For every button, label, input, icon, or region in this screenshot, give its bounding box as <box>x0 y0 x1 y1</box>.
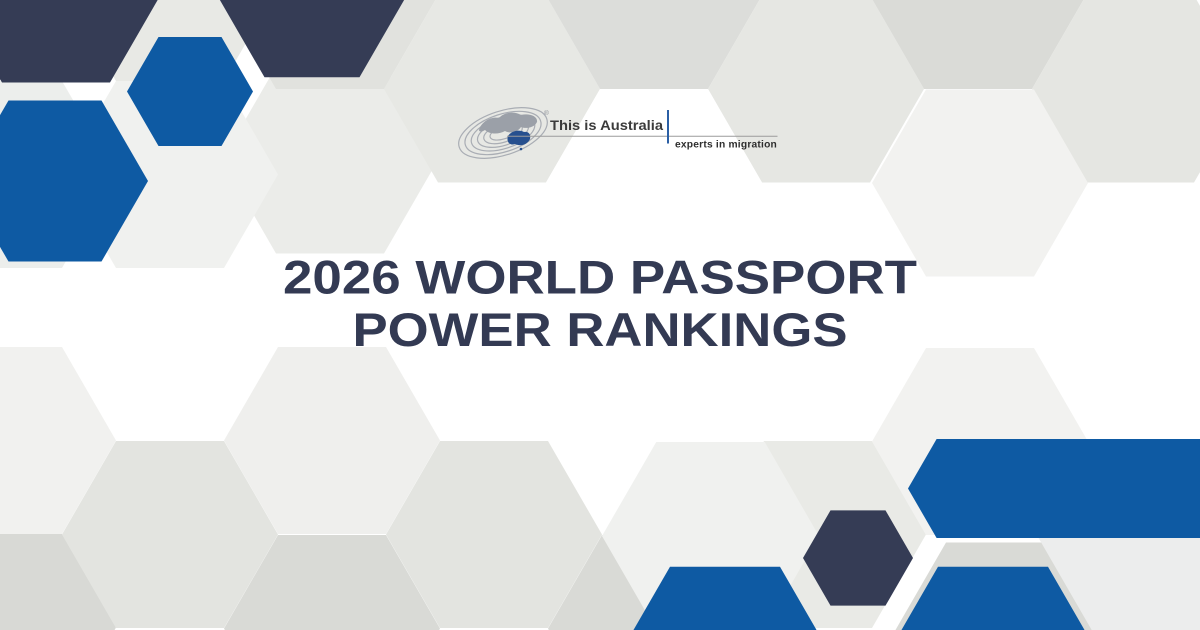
blue-banner-right <box>908 439 1200 538</box>
blue-hex-small-top <box>127 36 253 147</box>
registered-mark: ® <box>544 109 549 117</box>
bg-hex-t2 <box>384 0 600 183</box>
bg-hex-dk-332b <box>224 534 440 630</box>
australia-map-icon <box>507 130 531 146</box>
world-landmass <box>479 112 538 134</box>
brand-logo: ® This is Australia experts in migration <box>458 107 778 159</box>
bg-hex-t6 <box>1032 0 1200 183</box>
globe-icon: ® <box>458 107 549 159</box>
bg-hex-g-fill <box>222 66 438 254</box>
brand-name: This is Australia <box>550 117 663 133</box>
title-line-1: 2026 WORLD PASSPORT <box>283 251 917 304</box>
blue-hex-bottom-right <box>901 566 1085 630</box>
title-line-2: POWER RANKINGS <box>353 303 848 356</box>
tasmania-dot <box>519 147 523 151</box>
navy-hex-top-left <box>0 0 158 83</box>
blue-hex-left <box>0 100 148 262</box>
bg-hex-h-a <box>872 89 1088 277</box>
brand-tagline: experts in migration <box>675 140 777 151</box>
bg-hex-t3 <box>708 0 924 183</box>
navy-hex-bottom <box>803 510 913 606</box>
headline: 2026 WORLD PASSPORT POWER RANKINGS <box>283 251 917 357</box>
bg-hex-t5 <box>872 0 1084 90</box>
bg-hex-dk-8b <box>0 533 116 630</box>
bg-hex-w1 <box>546 88 762 277</box>
bg-hex-l-332 <box>224 346 440 535</box>
navy-hex-top <box>219 0 405 78</box>
swirl-ring <box>464 110 542 156</box>
blue-hex-bottom-center <box>633 566 817 630</box>
swirl-ring <box>458 107 548 159</box>
bg-hex-m1 <box>386 440 602 629</box>
bg-hex-l-170 <box>62 440 278 629</box>
bg-hex-l-8 <box>0 346 116 535</box>
bg-hex-t1 <box>548 0 760 90</box>
